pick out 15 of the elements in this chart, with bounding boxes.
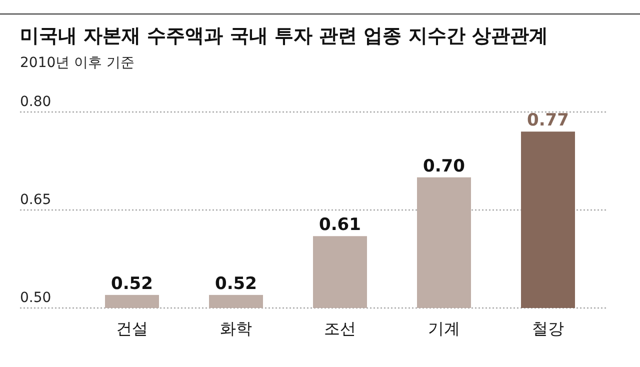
data-label: 0.70	[423, 156, 466, 176]
chart-subtitle: 2010년 이후 기준	[20, 55, 135, 71]
x-tick-label: 철강	[532, 319, 564, 338]
data-label: 0.52	[111, 274, 153, 294]
data-label: 0.52	[215, 274, 257, 294]
x-tick-label: 건설	[116, 319, 148, 338]
data-label: 0.61	[319, 215, 361, 236]
data-label: 0.77	[527, 110, 569, 131]
x-tick-label: 기계	[428, 319, 460, 338]
x-tick-label: 조선	[324, 319, 356, 338]
y-tick-label: 0.65	[20, 192, 52, 208]
x-tick-label: 화학	[220, 319, 252, 338]
y-tick-label: 0.50	[20, 290, 52, 306]
y-tick-label: 0.80	[20, 94, 52, 110]
chart-title: 미국내 자본재 수주액과 국내 투자 관련 업종 지수간 상관관계	[20, 25, 548, 47]
